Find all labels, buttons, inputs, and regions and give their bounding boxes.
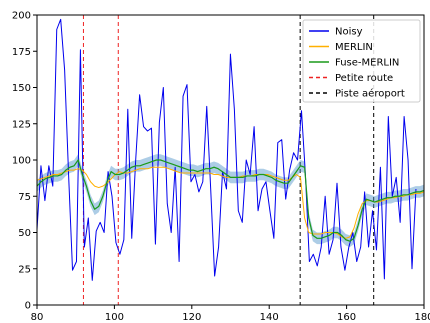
legend-box: [302, 19, 421, 103]
y-tick-label: 0: [25, 301, 31, 312]
legend-label-fuse-merlin: Fuse-MERLIN: [335, 58, 399, 69]
x-tick-label: 80: [31, 312, 44, 323]
y-tick-label: 25: [18, 264, 31, 275]
legend-label-piste-aeroport: Piste aéroport: [335, 88, 405, 100]
x-tick-label: 120: [182, 312, 201, 323]
y-tick-label: 125: [12, 119, 31, 130]
x-tick-label: 140: [260, 312, 279, 323]
y-tick-label: 150: [12, 83, 31, 94]
y-tick-label: 50: [18, 228, 31, 239]
legend-label-noisy: Noisy: [335, 27, 363, 38]
x-tick-label: 160: [337, 312, 356, 323]
x-tick-label: 100: [105, 312, 124, 323]
legend: Noisy MERLIN Fuse-MERLIN Petite route Piste …: [302, 19, 421, 103]
legend-label-merlin: MERLIN: [335, 42, 373, 53]
y-tick-label: 175: [12, 47, 31, 58]
legend-label-petite-route: Petite route: [335, 73, 393, 84]
noisy-series-line: [37, 18, 417, 281]
fuse-merlin-series-line: [37, 159, 424, 242]
y-tick-label: 200: [12, 11, 31, 22]
y-tick-label: 100: [12, 156, 31, 167]
x-tick-label: 180: [414, 312, 430, 323]
y-tick-label: 75: [18, 192, 31, 203]
